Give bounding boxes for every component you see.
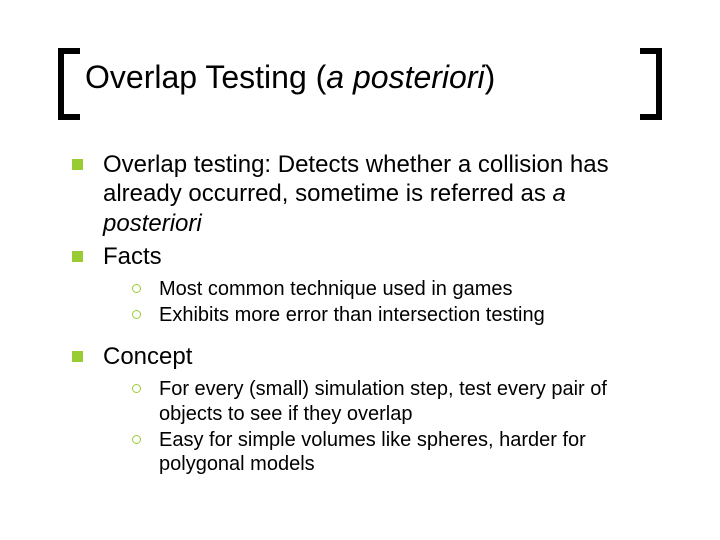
circle-bullet-icon [132, 384, 141, 393]
sub-bullet-group: Most common technique used in games Exhi… [132, 277, 660, 328]
bullet-lvl2: Most common technique used in games [132, 277, 660, 301]
bullet-text-pre: Facts [103, 243, 162, 270]
slide-title: Overlap Testing (a posteriori) [85, 59, 635, 96]
title-bracket-right [640, 48, 662, 120]
sub-bullet-text: Easy for simple volumes like spheres, ha… [159, 428, 660, 477]
square-bullet-icon [72, 251, 83, 262]
bullet-lvl2: Easy for simple volumes like spheres, ha… [132, 428, 660, 477]
title-bracket-left [58, 48, 80, 120]
bullet-text: Concept [103, 342, 192, 371]
circle-bullet-icon [132, 435, 141, 444]
slide: Overlap Testing (a posteriori) Overlap t… [0, 0, 720, 540]
square-bullet-icon [72, 351, 83, 362]
bullet-lvl2: For every (small) simulation step, test … [132, 377, 660, 426]
bullet-text-pre: Concept [103, 343, 192, 370]
sub-bullet-group: For every (small) simulation step, test … [132, 377, 660, 477]
title-text-close: ) [485, 59, 496, 95]
bullet-lvl1: Facts [72, 242, 660, 271]
bullet-text-pre: Overlap testing: Detects whether a colli… [103, 151, 609, 207]
sub-bullet-text: Most common technique used in games [159, 277, 513, 301]
bullet-text: Overlap testing: Detects whether a colli… [103, 150, 660, 238]
slide-body: Overlap testing: Detects whether a colli… [72, 150, 660, 491]
bullet-text: Facts [103, 242, 162, 271]
title-text-italic: a posteriori [326, 59, 484, 95]
bullet-lvl1: Overlap testing: Detects whether a colli… [72, 150, 660, 238]
bullet-lvl1: Concept [72, 342, 660, 371]
sub-bullet-text: Exhibits more error than intersection te… [159, 303, 545, 327]
circle-bullet-icon [132, 310, 141, 319]
sub-bullet-text: For every (small) simulation step, test … [159, 377, 660, 426]
title-text-roman: Overlap Testing ( [85, 59, 326, 95]
square-bullet-icon [72, 159, 83, 170]
circle-bullet-icon [132, 284, 141, 293]
bullet-lvl2: Exhibits more error than intersection te… [132, 303, 660, 327]
